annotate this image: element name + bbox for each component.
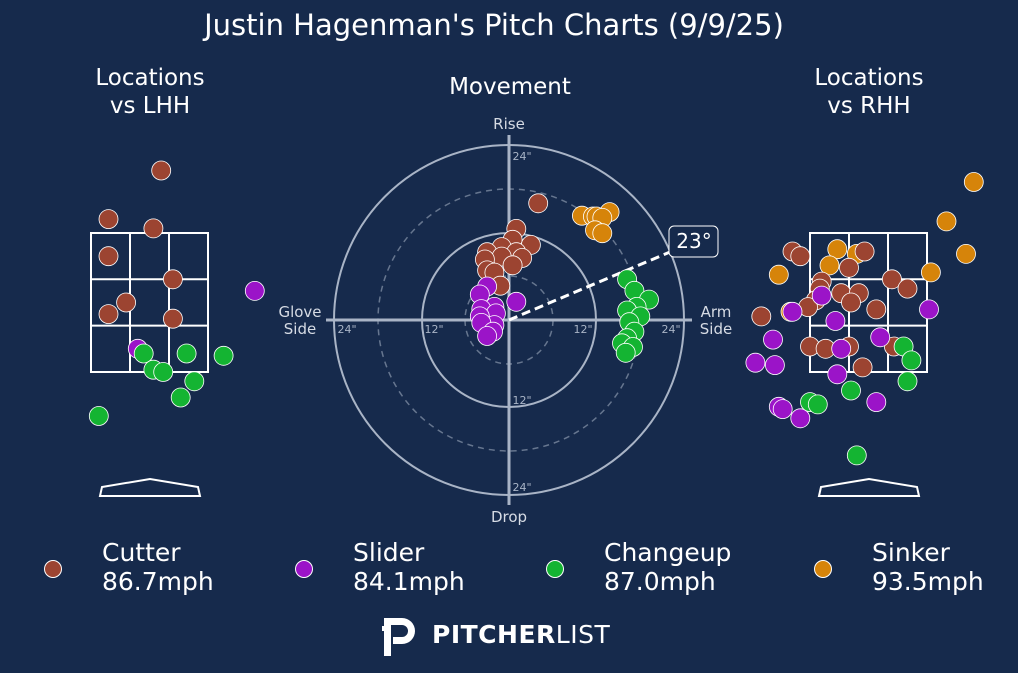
cutter-point bbox=[882, 269, 902, 290]
cutter-point bbox=[98, 209, 119, 230]
slider-point bbox=[772, 399, 793, 420]
changeup-point bbox=[184, 371, 205, 392]
rhh-points-group bbox=[745, 172, 984, 466]
tick-24-left: 24" bbox=[337, 323, 356, 336]
cutter-point bbox=[143, 218, 164, 239]
changeup-legend-swatch bbox=[546, 560, 564, 578]
cutter-point bbox=[790, 246, 811, 267]
rhh-locations-title: Locations vs RHH bbox=[814, 65, 924, 119]
sinker-legend-label: Sinker 93.5mph bbox=[872, 538, 984, 596]
changeup-point bbox=[841, 380, 861, 401]
slider-point bbox=[506, 291, 527, 312]
cutter-point bbox=[854, 241, 875, 262]
slider-legend-label: Slider 84.1mph bbox=[353, 538, 465, 596]
sinker-point bbox=[956, 243, 976, 264]
pitcherlist-p-icon bbox=[382, 618, 415, 656]
drop-label: Drop bbox=[491, 508, 527, 526]
changeup-point bbox=[897, 371, 918, 392]
changeup-point bbox=[176, 343, 197, 364]
changeup-point bbox=[170, 387, 191, 408]
rhh-home-plate bbox=[817, 477, 921, 497]
tick-12-bottom: 12" bbox=[512, 394, 531, 407]
sinker-point bbox=[827, 239, 848, 260]
movement-title: Movement bbox=[449, 74, 571, 100]
rise-label: Rise bbox=[493, 115, 525, 133]
cutter-point bbox=[162, 308, 183, 329]
sinker-point bbox=[592, 223, 613, 244]
cutter-point bbox=[841, 292, 861, 313]
tick-12-right: 12" bbox=[573, 323, 592, 336]
slider-point bbox=[763, 329, 783, 350]
slider-point bbox=[745, 352, 766, 373]
slider-point bbox=[831, 338, 852, 359]
changeup-point bbox=[901, 350, 922, 371]
cutter-point bbox=[98, 304, 119, 325]
sinker-legend-swatch bbox=[814, 560, 832, 578]
arm-side-label-1: Arm bbox=[701, 303, 732, 321]
lhh-locations-title: Locations vs LHH bbox=[95, 65, 205, 119]
changeup-point bbox=[213, 345, 234, 366]
cutter-point bbox=[116, 292, 136, 313]
tick-24-right: 24" bbox=[661, 323, 680, 336]
slider-point bbox=[782, 301, 803, 322]
cutter-point bbox=[897, 278, 918, 299]
slider-point bbox=[811, 285, 832, 306]
slider-point bbox=[827, 364, 848, 385]
changeup-point bbox=[846, 445, 867, 466]
slider-point bbox=[825, 311, 846, 331]
chart-title: Justin Hagenman's Pitch Charts (9/9/25) bbox=[204, 8, 784, 42]
changeup-point bbox=[88, 406, 109, 426]
sinker-point bbox=[921, 262, 941, 283]
sinker-point bbox=[963, 172, 984, 192]
glove-side-label-2: Side bbox=[284, 320, 316, 338]
cutter-point bbox=[839, 257, 859, 278]
sinker-point bbox=[768, 264, 789, 285]
cutter-point bbox=[528, 193, 549, 214]
cutter-legend-label: Cutter 86.7mph bbox=[102, 538, 214, 596]
tick-24-top: 24" bbox=[512, 150, 531, 163]
changeup-point bbox=[807, 394, 828, 415]
cutter-point bbox=[751, 306, 772, 327]
slider-point bbox=[870, 327, 891, 348]
arm-angle-line bbox=[508, 250, 671, 322]
slider-point bbox=[477, 326, 498, 346]
cutter-point bbox=[502, 255, 523, 276]
changeup-point bbox=[615, 342, 636, 363]
changeup-point bbox=[133, 343, 154, 364]
arm-side-label-2: Side bbox=[700, 320, 732, 338]
changeup-legend-label: Changeup 87.0mph bbox=[604, 538, 732, 596]
arm-angle-badge: 23° bbox=[668, 225, 719, 258]
slider-point bbox=[765, 355, 785, 376]
tick-12-left: 12" bbox=[424, 323, 443, 336]
sinker-point bbox=[936, 211, 957, 232]
cutter-point bbox=[852, 357, 873, 378]
lhh-points-group bbox=[88, 160, 265, 426]
slider-point bbox=[866, 392, 887, 413]
slider-point bbox=[919, 299, 939, 320]
tick-24-bottom: 24" bbox=[512, 481, 531, 494]
slider-legend-swatch bbox=[295, 560, 313, 578]
slider-point bbox=[244, 280, 265, 301]
pitcherlist-logo-text: PITCHERLIST bbox=[432, 620, 611, 649]
slider-point bbox=[790, 408, 811, 429]
cutter-legend-swatch bbox=[44, 560, 62, 578]
cutter-point bbox=[98, 246, 119, 267]
cutter-point bbox=[162, 269, 183, 290]
sinker-point bbox=[819, 255, 840, 276]
glove-side-label-1: Glove bbox=[278, 303, 321, 321]
lhh-home-plate bbox=[98, 477, 202, 497]
cutter-point bbox=[866, 299, 887, 320]
movement-points-group bbox=[469, 193, 659, 363]
arm-angle-label: 23° bbox=[676, 229, 711, 253]
cutter-point bbox=[151, 160, 172, 181]
changeup-point bbox=[153, 362, 174, 382]
